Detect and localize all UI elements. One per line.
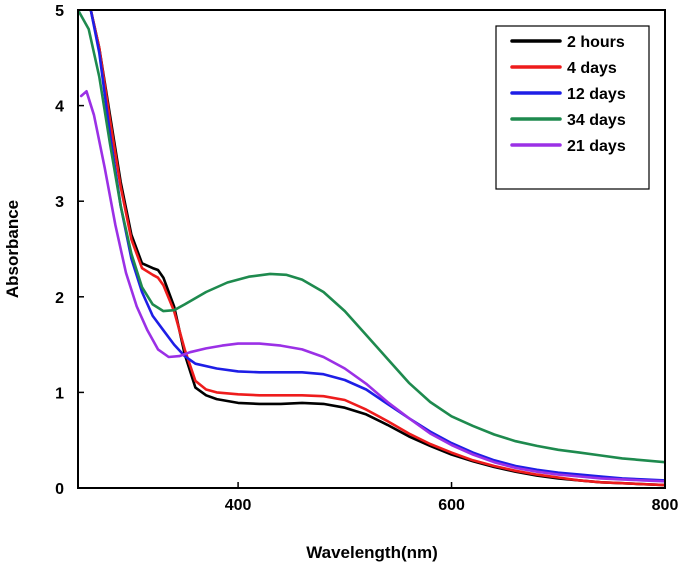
y-tick-label-2: 2 — [55, 290, 64, 307]
y-axis-title: Absorbance — [3, 200, 22, 298]
legend-label-4: 21 days — [567, 138, 626, 155]
legend-label-1: 4 days — [567, 60, 617, 77]
y-tick-label-5: 5 — [55, 3, 64, 20]
x-tick-label-2: 800 — [652, 497, 679, 514]
y-tick-label-0: 0 — [55, 481, 64, 498]
x-tick-label-0: 400 — [225, 497, 252, 514]
series-line-2 — [89, 10, 665, 482]
legend-label-0: 2 hours — [567, 34, 625, 51]
y-tick-label-4: 4 — [55, 99, 64, 116]
series-line-4 — [79, 90, 665, 483]
x-tick-label-1: 600 — [438, 497, 465, 514]
series-layer — [78, 10, 665, 487]
series-line-3 — [78, 10, 665, 464]
x-axis-title: Wavelength(nm) — [306, 543, 438, 562]
series-line-1 — [89, 10, 665, 487]
legend-box — [495, 25, 650, 190]
legend-label-3: 34 days — [567, 112, 626, 129]
legend: 2 hours 4 days 12 days 34 days 21 days — [495, 25, 650, 190]
ticks-layer: 400 600 800 0 1 2 3 4 5 — [55, 3, 678, 514]
y-tick-label-1: 1 — [55, 385, 64, 402]
y-tick-label-3: 3 — [55, 194, 64, 211]
plot-frame — [77, 9, 666, 489]
legend-label-2: 12 days — [567, 86, 626, 103]
